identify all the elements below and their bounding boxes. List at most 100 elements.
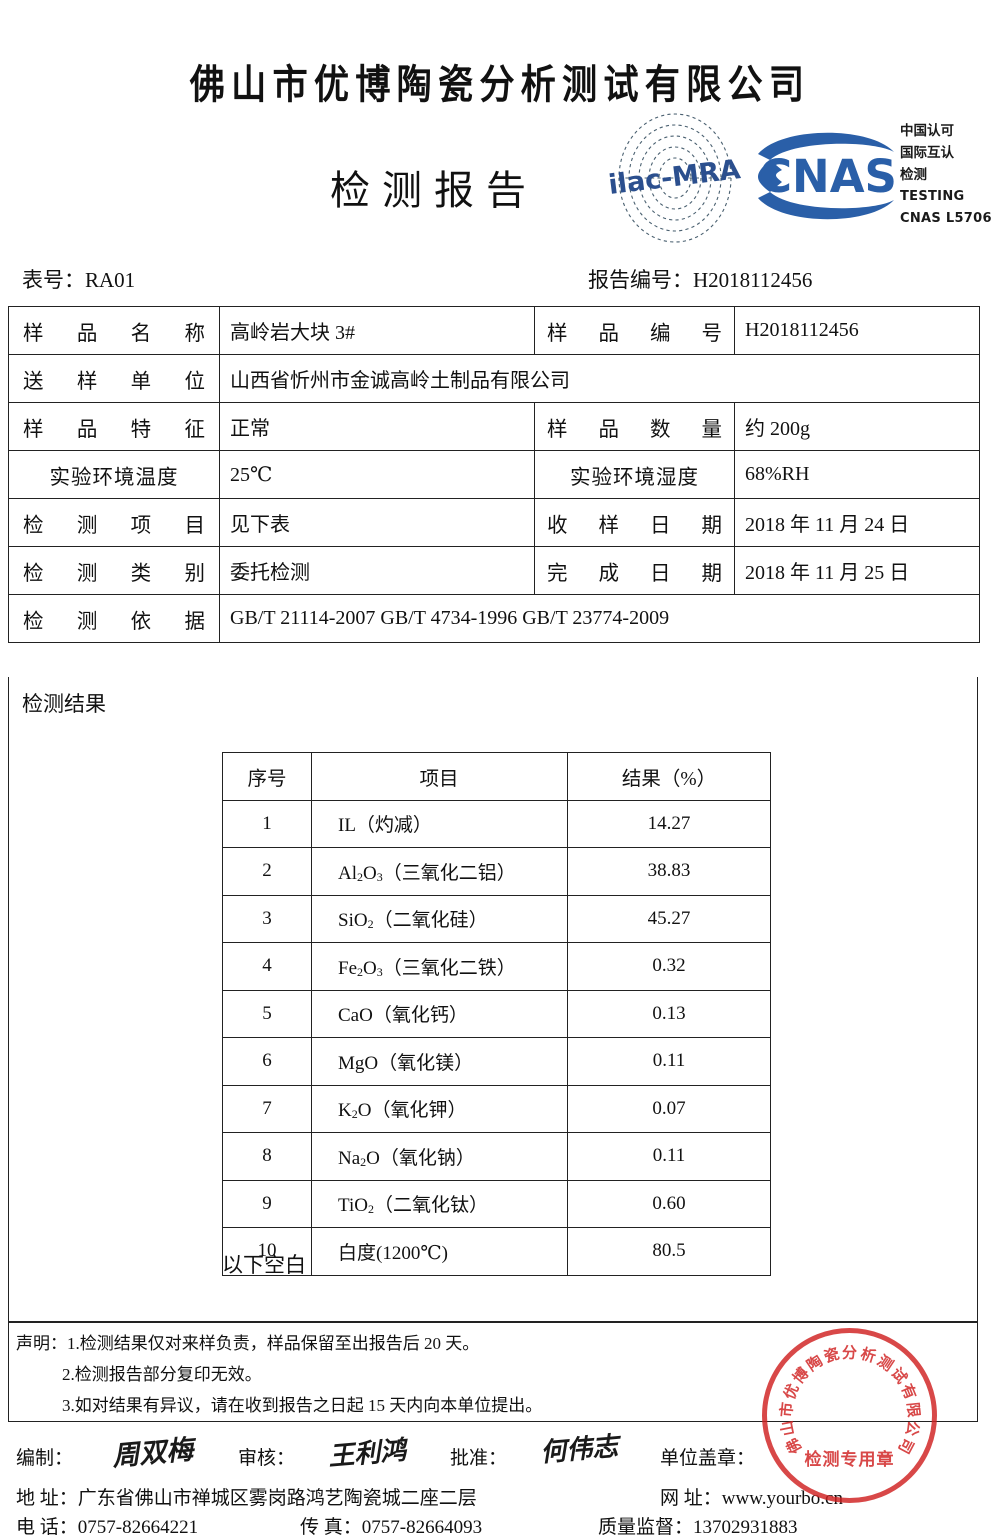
result-row-no: 1 bbox=[222, 799, 312, 848]
result-row-item: K2O（氧化钾） bbox=[311, 1084, 568, 1133]
result-row-no: 5 bbox=[222, 989, 312, 1038]
results-section-label: 检测结果 bbox=[22, 692, 106, 716]
feature-value: 正常 bbox=[219, 402, 535, 451]
address-label: 地 址： bbox=[16, 1488, 78, 1509]
results-container bbox=[8, 677, 978, 1322]
fax-row: 传 真：0757-82664093 bbox=[300, 1512, 482, 1539]
result-row-value: 0.60 bbox=[567, 1179, 771, 1228]
result-row-value: 0.11 bbox=[567, 1132, 771, 1181]
statement-line-3: 3.如对结果有异议，请在收到报告之日起 15 天内向本单位提出。 bbox=[62, 1396, 543, 1415]
seal-ring-char: 山 bbox=[776, 1418, 798, 1437]
website-label: 网 址： bbox=[660, 1488, 722, 1509]
result-row-value: 0.13 bbox=[567, 989, 771, 1038]
client-value: 山西省忻州市金诚高岭土制品有限公司 bbox=[219, 354, 980, 403]
table-row: 样品名称 高岭岩大块 3# 样品编号 H2018112456 bbox=[8, 306, 980, 355]
company-stamp-label: 单位盖章： bbox=[660, 1448, 756, 1469]
result-row-item: Fe2O3（三氧化二铁） bbox=[311, 942, 568, 991]
result-row-no: 2 bbox=[222, 847, 312, 896]
column-header-result: 结果（%） bbox=[567, 752, 771, 801]
sample-info-table: 样品名称 高岭岩大块 3# 样品编号 H2018112456 送样单位 山西省忻… bbox=[8, 306, 980, 643]
table-row: 5 CaO（氧化钙） 0.13 bbox=[222, 989, 771, 1038]
client-label: 送样单位 bbox=[8, 354, 220, 403]
result-row-item: IL（灼减） bbox=[311, 799, 568, 848]
prepared-by-label: 编制： bbox=[16, 1448, 74, 1469]
report-number-value: H2018112456 bbox=[693, 268, 813, 292]
statement-box bbox=[8, 1322, 978, 1422]
report-subtitle: 检测报告 bbox=[330, 168, 538, 213]
result-row-no: 7 bbox=[222, 1084, 312, 1133]
company-title: 佛山市优博陶瓷分析测试有限公司 bbox=[189, 62, 811, 108]
temperature-value: 25℃ bbox=[219, 450, 535, 499]
column-header-no: 序号 bbox=[222, 752, 312, 801]
result-row-value: 0.11 bbox=[567, 1037, 771, 1086]
form-number-label: 表号： bbox=[22, 268, 85, 292]
test-category-value: 委托检测 bbox=[219, 546, 535, 595]
quality-supervision-value: 13702931883 bbox=[693, 1517, 798, 1538]
result-row-value: 14.27 bbox=[567, 799, 771, 848]
table-row: 1 IL（灼减） 14.27 bbox=[222, 799, 771, 848]
approved-by-label: 批准： bbox=[450, 1448, 508, 1469]
statement-line-1: 声明：1.检测结果仅对来样负责，样品保留至出报告后 20 天。 bbox=[16, 1334, 480, 1353]
reviewed-by-label: 审核： bbox=[238, 1448, 296, 1469]
result-row-item: TiO2（二氧化钛） bbox=[311, 1179, 568, 1228]
reviewed-by-signature: 王利鸿 bbox=[327, 1435, 408, 1473]
seal-ring-text: 佛山市优博陶瓷分析测试有限公司 bbox=[767, 1333, 932, 1498]
ilac-mra-wordmark: ilac-MRA bbox=[607, 154, 742, 201]
table-row: 实验环境温度 25℃ 实验环境湿度 68%RH bbox=[8, 450, 980, 499]
result-row-value: 80.5 bbox=[567, 1227, 771, 1276]
temperature-label: 实验环境温度 bbox=[8, 450, 220, 499]
address-value: 广东省佛山市禅城区雾岗路鸿艺陶瓷城二座二层 bbox=[77, 1488, 477, 1509]
test-category-label: 检测类别 bbox=[8, 546, 220, 595]
result-row-item: 白度(1200℃) bbox=[311, 1227, 568, 1276]
receive-date-label: 收样日期 bbox=[534, 498, 735, 547]
result-row-item: CaO（氧化钙） bbox=[311, 989, 568, 1038]
sample-name-value: 高岭岩大块 3# bbox=[219, 306, 535, 355]
result-row-item: SiO2（二氧化硅） bbox=[311, 894, 568, 943]
report-number-label: 报告编号： bbox=[588, 268, 693, 292]
table-row: 样品特征 正常 样品数量 约 200g bbox=[8, 402, 980, 451]
results-table: 序号 项目 结果（%） 1 IL（灼减） 14.27 2 Al2O3（三氧化二铝） 38.… bbox=[222, 752, 771, 1276]
receive-date-value: 2018 年 11 月 24 日 bbox=[734, 498, 980, 547]
table-row: 8 Na2O（氧化钠） 0.11 bbox=[222, 1132, 771, 1181]
accreditation-text-block: 中国认可 国际互认 检测 TESTING CNAS L5706 bbox=[900, 120, 1000, 230]
form-number: 表号：RA01 bbox=[22, 264, 135, 294]
telephone-label: 电 话： bbox=[16, 1517, 78, 1538]
seal-ring-char: 限 bbox=[902, 1400, 923, 1418]
table-row: 9 TiO2（二氧化钛） 0.60 bbox=[222, 1179, 771, 1228]
results-header-row: 序号 项目 结果（%） bbox=[222, 752, 771, 801]
cnas-logo-icon: CNAS bbox=[752, 124, 900, 228]
seal-ring-char: 公 bbox=[901, 1418, 923, 1437]
blank-below-note: 以下空白 bbox=[222, 1253, 306, 1277]
result-row-value: 0.32 bbox=[567, 942, 771, 991]
accreditation-line-5: CNAS L5706 bbox=[900, 211, 992, 226]
result-row-no: 6 bbox=[222, 1037, 312, 1086]
finish-date-value: 2018 年 11 月 25 日 bbox=[734, 546, 980, 595]
table-row: 检测类别 委托检测 完成日期 2018 年 11 月 25 日 bbox=[8, 546, 980, 595]
result-row-item: Al2O3（三氧化二铝） bbox=[311, 847, 568, 896]
accreditation-line-4: TESTING bbox=[900, 189, 965, 204]
standard-value: GB/T 21114-2007 GB/T 4734-1996 GB/T 2377… bbox=[219, 594, 980, 643]
report-number: 报告编号：H2018112456 bbox=[588, 264, 812, 294]
fax-value: 0757-82664093 bbox=[361, 1517, 483, 1538]
company-seal-stamp-icon: 佛山市优博陶瓷分析测试有限公司 检测专用章 bbox=[762, 1328, 937, 1503]
standard-label: 检测依据 bbox=[8, 594, 220, 643]
accreditation-line-1: 中国认可 bbox=[900, 123, 954, 139]
table-row: 检测依据 GB/T 21114-2007 GB/T 4734-1996 GB/T… bbox=[8, 594, 980, 643]
result-row-item: MgO（氧化镁） bbox=[311, 1037, 568, 1086]
table-row: 6 MgO（氧化镁） 0.11 bbox=[222, 1037, 771, 1086]
result-row-value: 45.27 bbox=[567, 894, 771, 943]
result-row-no: 3 bbox=[222, 894, 312, 943]
result-row-value: 0.07 bbox=[567, 1084, 771, 1133]
finish-date-label: 完成日期 bbox=[534, 546, 735, 595]
accreditation-line-2: 国际互认 bbox=[900, 145, 954, 161]
humidity-value: 68%RH bbox=[734, 450, 980, 499]
cnas-wordmark: CNAS bbox=[759, 150, 897, 203]
table-row: 3 SiO2（二氧化硅） 45.27 bbox=[222, 894, 771, 943]
column-header-item: 项目 bbox=[311, 752, 568, 801]
statement-line-2: 2.检测报告部分复印无效。 bbox=[62, 1365, 262, 1384]
telephone-row: 电 话：0757-82664221 bbox=[16, 1512, 198, 1539]
seal-ring-char: 市 bbox=[776, 1400, 797, 1418]
result-row-value: 38.83 bbox=[567, 847, 771, 896]
quantity-label: 样品数量 bbox=[534, 402, 735, 451]
